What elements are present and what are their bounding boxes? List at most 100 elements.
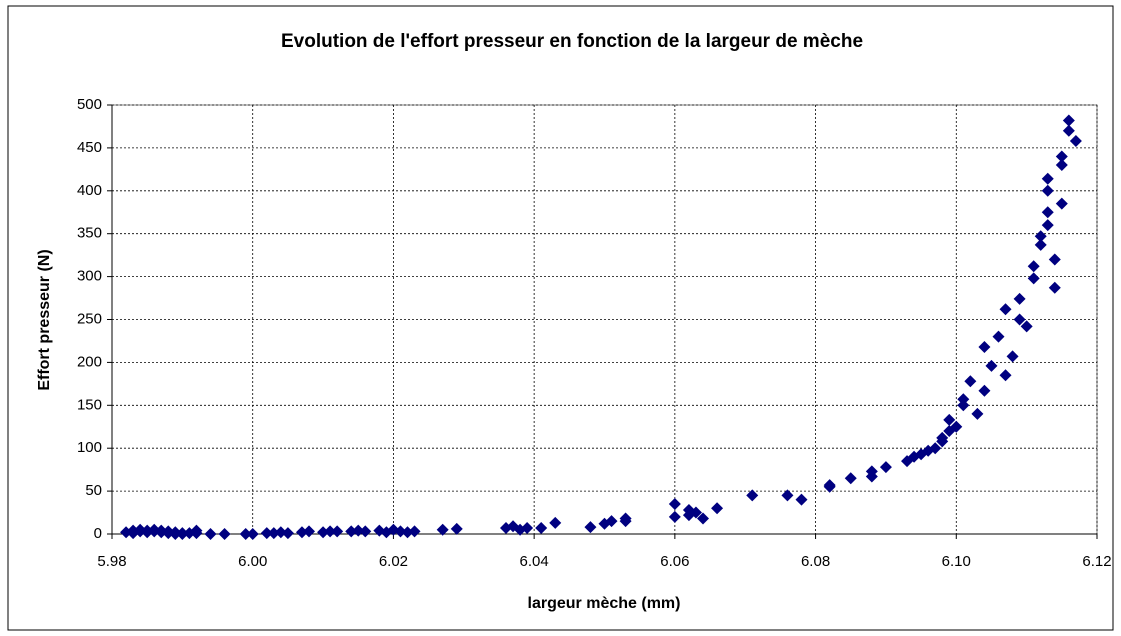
data-point — [689, 506, 702, 519]
data-point — [1034, 238, 1047, 251]
data-point — [359, 525, 372, 538]
data-point — [781, 489, 794, 502]
data-point — [1055, 159, 1068, 172]
data-point — [795, 493, 808, 506]
data-point — [162, 527, 175, 540]
data-point — [950, 420, 963, 433]
chart-title: Evolution de l'effort presseur en foncti… — [281, 31, 863, 52]
data-point — [274, 526, 287, 539]
x-tick-label: 6.06 — [660, 553, 689, 570]
data-point — [1034, 230, 1047, 243]
data-point — [865, 465, 878, 478]
x-tick-label: 6.12 — [1082, 553, 1111, 570]
data-point — [260, 527, 273, 540]
data-point — [971, 407, 984, 420]
data-point — [401, 526, 414, 539]
y-tick-label: 500 — [77, 96, 102, 113]
data-point — [1013, 292, 1026, 305]
data-point — [619, 515, 632, 528]
data-point — [549, 516, 562, 529]
data-point — [985, 359, 998, 372]
data-point — [345, 525, 358, 538]
data-point — [1041, 184, 1054, 197]
y-tick-label: 150 — [77, 396, 102, 413]
data-point — [1013, 313, 1026, 326]
data-point — [1048, 253, 1061, 266]
data-point — [992, 330, 1005, 343]
data-point — [879, 461, 892, 474]
data-point — [394, 525, 407, 538]
data-point — [535, 521, 548, 534]
data-point — [324, 525, 337, 538]
data-point — [204, 528, 217, 540]
data-point — [929, 442, 942, 455]
data-point — [295, 526, 308, 539]
data-point — [605, 515, 618, 528]
data-point — [1041, 206, 1054, 219]
data-point — [1062, 114, 1075, 127]
data-point — [352, 524, 365, 537]
data-point — [711, 502, 724, 515]
data-point — [141, 524, 154, 537]
data-point — [943, 413, 956, 426]
x-axis-label: largeur mèche (mm) — [528, 595, 681, 612]
y-tick-label: 50 — [85, 482, 102, 499]
data-point — [1041, 219, 1054, 232]
data-point — [978, 340, 991, 353]
data-point — [281, 527, 294, 540]
x-tick-label: 6.02 — [379, 553, 408, 570]
x-tick-label: 6.08 — [801, 553, 830, 570]
data-point — [1020, 320, 1033, 333]
y-tick-label: 250 — [77, 310, 102, 327]
data-point — [169, 528, 182, 540]
x-tick-label: 6.04 — [520, 553, 549, 570]
y-tick-label: 0 — [94, 525, 102, 542]
data-point — [957, 393, 970, 406]
data-point — [521, 521, 534, 534]
data-point — [408, 525, 421, 538]
data-point — [1027, 260, 1040, 273]
data-point — [1069, 135, 1082, 148]
y-tick-label: 450 — [77, 139, 102, 156]
data-point — [936, 431, 949, 444]
data-point — [999, 303, 1012, 316]
data-point — [964, 375, 977, 388]
data-point — [697, 512, 709, 525]
data-point — [584, 521, 597, 534]
data-point — [978, 384, 991, 397]
data-point — [999, 369, 1012, 382]
data-point — [331, 525, 344, 538]
data-point — [668, 510, 681, 523]
data-point — [239, 528, 252, 540]
data-point — [823, 479, 836, 492]
data-point — [1048, 281, 1061, 294]
data-point — [267, 527, 280, 540]
data-point — [844, 472, 857, 485]
x-tick-label: 5.98 — [97, 553, 126, 570]
data-point — [1027, 272, 1040, 285]
data-point — [668, 497, 681, 510]
data-point — [957, 399, 970, 412]
x-tick-label: 6.00 — [238, 553, 267, 570]
y-tick-label: 300 — [77, 268, 102, 285]
y-tick-label: 100 — [77, 439, 102, 456]
y-axis-label: Effort presseur (N) — [36, 249, 53, 390]
data-point — [246, 528, 259, 540]
data-point — [1041, 172, 1054, 185]
data-point — [746, 489, 759, 502]
data-point — [218, 528, 231, 540]
data-point — [1062, 124, 1075, 137]
y-tick-label: 400 — [77, 182, 102, 199]
data-point — [317, 526, 330, 539]
data-point — [1006, 350, 1019, 363]
data-point — [436, 523, 449, 536]
x-tick-label: 6.10 — [942, 553, 971, 570]
data-point — [303, 525, 315, 538]
data-point — [450, 522, 463, 535]
y-tick-label: 350 — [77, 225, 102, 242]
y-tick-label: 200 — [77, 353, 102, 370]
data-point — [1055, 197, 1068, 210]
data-point — [1055, 150, 1068, 163]
data-point — [190, 527, 203, 540]
